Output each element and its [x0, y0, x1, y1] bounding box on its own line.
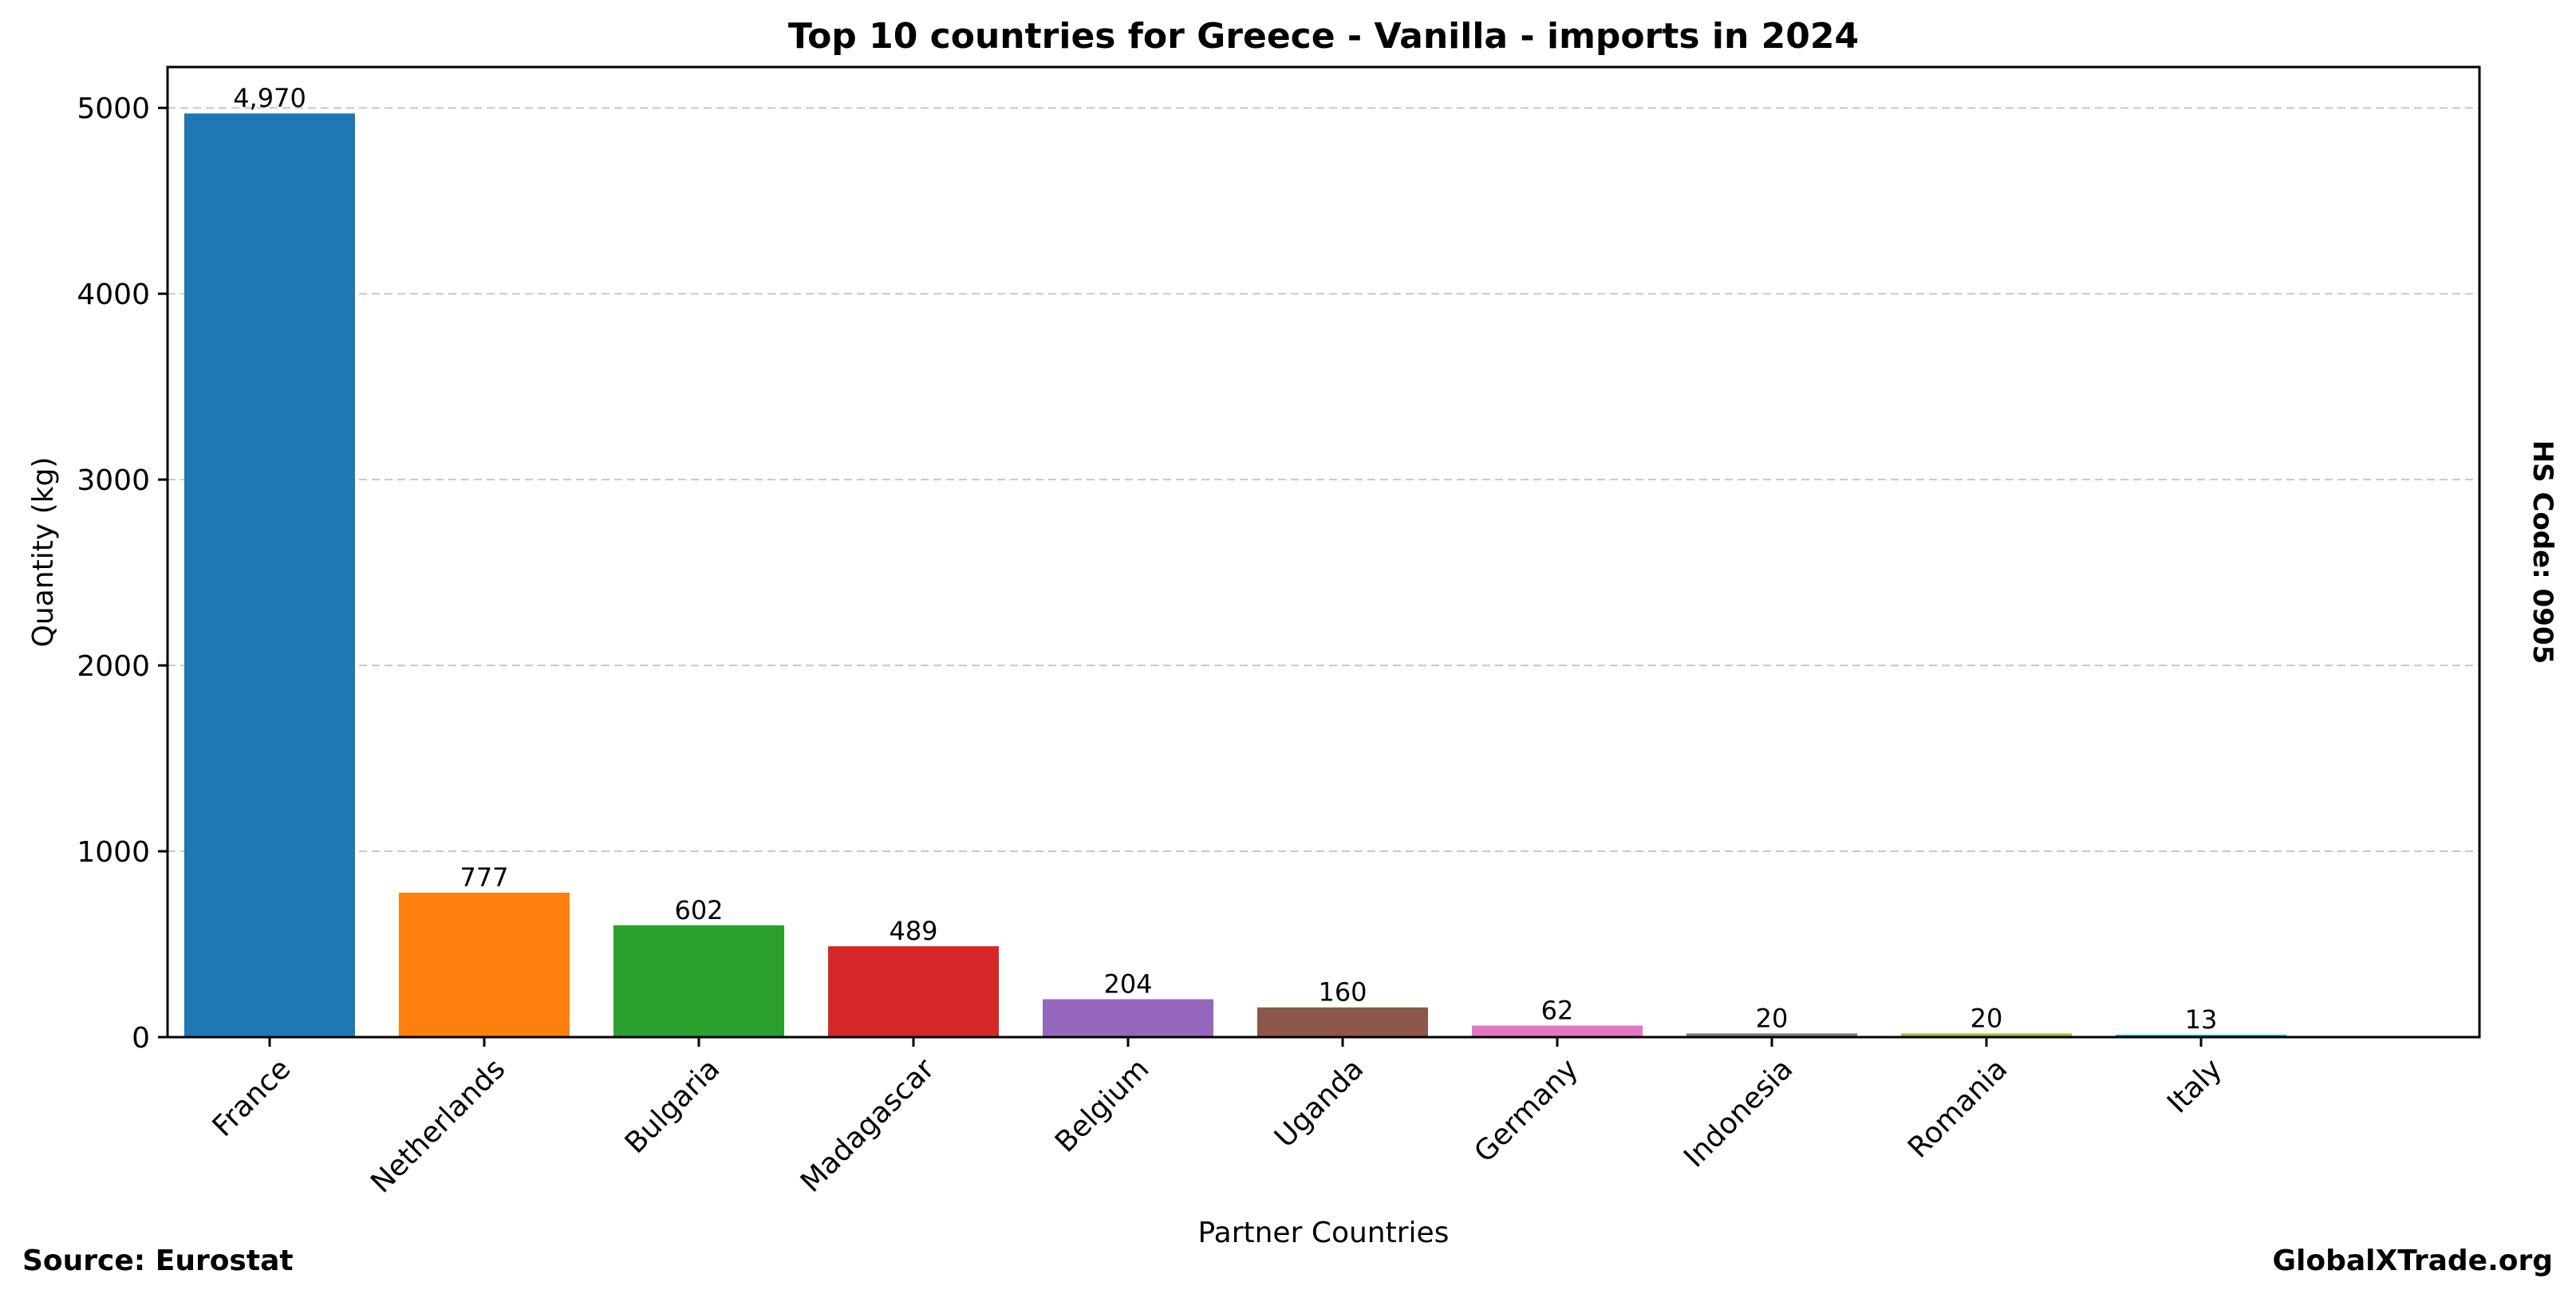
y-tick-label: 2000 [77, 650, 150, 683]
data-label: 602 [674, 895, 723, 925]
data-label: 13 [2185, 1004, 2218, 1035]
data-labels: 4,970 777 602 489 204 160 62 20 20 13 [233, 83, 2217, 1035]
data-label: 777 [460, 862, 508, 893]
y-tick-label: 3000 [77, 464, 150, 497]
grid-lines [168, 107, 2479, 853]
bar [2116, 1034, 2286, 1037]
bar [184, 113, 355, 1037]
brand-note: GlobalXTrade.org [2272, 1245, 2553, 1277]
bar [613, 925, 784, 1037]
data-label: 489 [889, 916, 937, 946]
y-tick-label: 4000 [77, 278, 150, 311]
bars [184, 113, 2286, 1037]
chart-title: Top 10 countries for Greece - Vanilla - … [788, 16, 1859, 57]
bar [1257, 1007, 1428, 1037]
data-label: 20 [1756, 1003, 1789, 1033]
data-label: 4,970 [233, 83, 306, 113]
x-tick-label: Belgium [1049, 1052, 1155, 1158]
x-axis-ticks: France Netherlands Bulgaria Madagascar Belgi… [207, 1037, 2228, 1200]
x-tick-label: Netherlands [365, 1052, 511, 1199]
x-tick-label: Italy [2161, 1052, 2228, 1119]
hs-code-note: HS Code: 0905 [2527, 440, 2558, 665]
x-tick-label: Germany [1468, 1052, 1584, 1169]
y-axis-label: Quantity (kg) [27, 457, 60, 648]
data-label: 160 [1318, 977, 1367, 1008]
data-label: 20 [1970, 1003, 2003, 1033]
data-label: 204 [1103, 969, 1152, 999]
y-tick-label: 0 [132, 1022, 150, 1055]
bar [1686, 1033, 1857, 1037]
plot-frame [166, 65, 2481, 1039]
y-tick-label: 1000 [77, 836, 150, 869]
x-tick-label: Uganda [1268, 1052, 1370, 1154]
bar [1472, 1025, 1643, 1037]
bar [399, 892, 570, 1037]
source-note: Source: Eurostat [22, 1245, 294, 1277]
x-tick-label: Indonesia [1678, 1052, 1799, 1174]
bar [1901, 1033, 2072, 1037]
y-tick-label: 5000 [77, 93, 150, 125]
bar [828, 946, 999, 1037]
y-axis-ticks: 0 1000 2000 3000 4000 5000 [77, 93, 168, 1055]
x-tick-label: France [207, 1052, 298, 1143]
bar [1043, 999, 1213, 1037]
x-tick-label: Bulgaria [619, 1052, 727, 1160]
x-tick-label: Madagascar [795, 1052, 941, 1199]
x-tick-label: Romania [1902, 1052, 2014, 1164]
x-axis-label: Partner Countries [1198, 1217, 1450, 1249]
data-label: 62 [1541, 996, 1574, 1026]
